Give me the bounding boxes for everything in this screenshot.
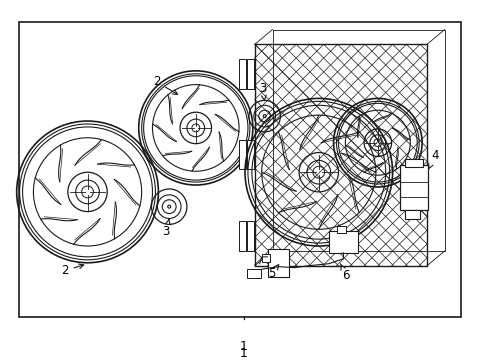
Bar (239, 140, 245, 169)
Bar (261, 254, 269, 262)
Bar (246, 221, 253, 251)
Bar (246, 269, 260, 278)
Text: 5: 5 (267, 265, 278, 280)
Text: 3: 3 (162, 219, 170, 238)
Bar (336, 226, 346, 233)
Text: 1: 1 (240, 347, 247, 360)
Text: 2: 2 (61, 264, 83, 277)
Bar (405, 210, 419, 220)
Bar (239, 59, 245, 89)
Bar (400, 165, 427, 210)
Text: 6: 6 (340, 264, 349, 282)
Text: 4: 4 (428, 149, 438, 168)
Bar (19, 22, 461, 317)
Bar (246, 59, 253, 89)
Bar (405, 159, 422, 167)
Bar (267, 249, 289, 276)
Text: 2: 2 (152, 75, 177, 94)
Bar (239, 221, 245, 251)
Bar (246, 140, 253, 169)
Text: 1: 1 (240, 340, 247, 353)
Text: 3: 3 (259, 82, 266, 101)
Bar (328, 231, 357, 253)
